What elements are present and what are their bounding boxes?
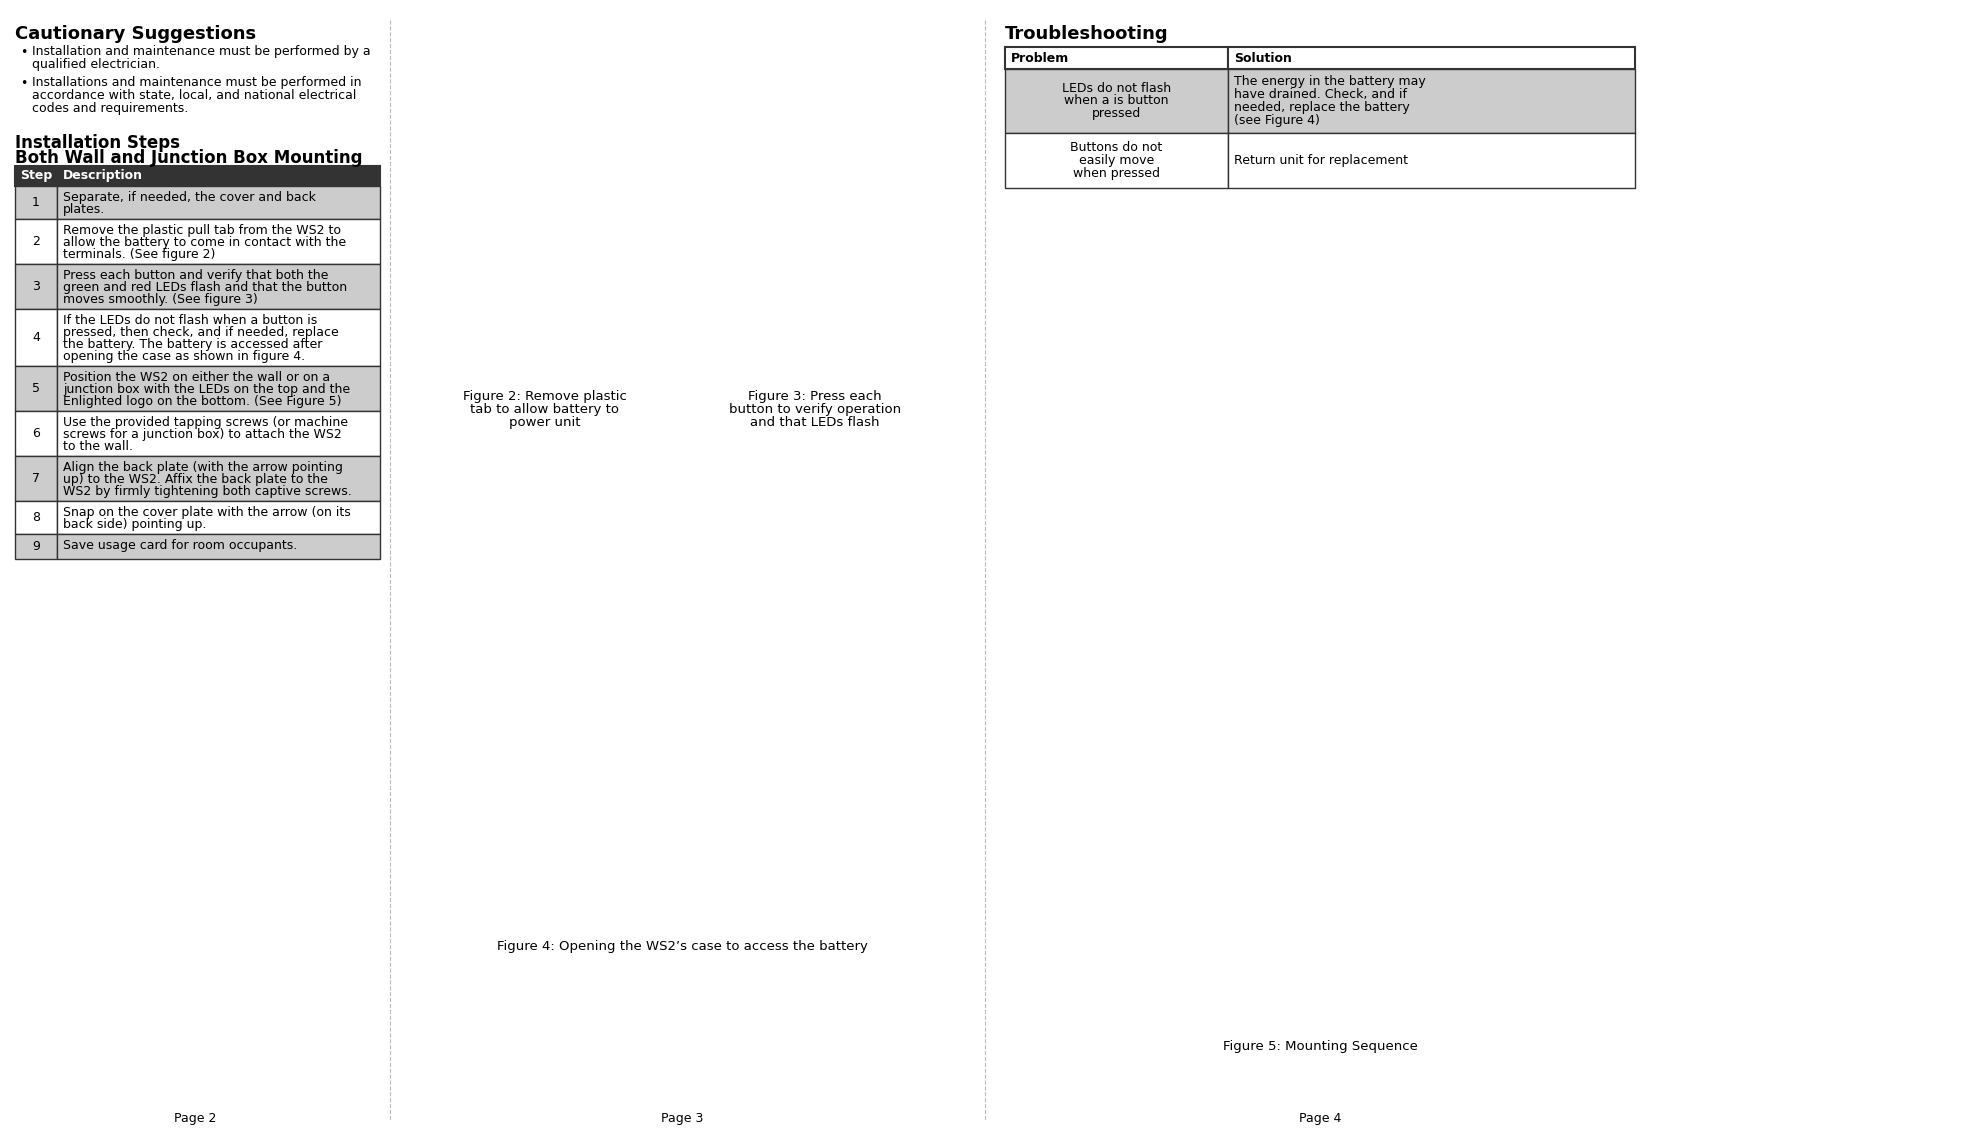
Bar [16, 412, 57, 456]
Text: 8: 8 [32, 511, 40, 524]
Bar [16, 456, 57, 500]
Text: 6: 6 [32, 428, 40, 440]
Text: •: • [20, 46, 28, 59]
Text: screws for a junction box) to attach the WS2: screws for a junction box) to attach the… [63, 428, 343, 441]
Text: 1: 1 [32, 196, 40, 209]
Text: button to verify operation: button to verify operation [729, 404, 901, 416]
Text: green and red LEDs flash and that the button: green and red LEDs flash and that the bu… [63, 280, 346, 294]
Bar [1006, 47, 1228, 70]
Bar [57, 186, 380, 219]
Text: 4: 4 [32, 331, 40, 344]
Text: 9: 9 [32, 540, 40, 553]
Text: 3: 3 [32, 280, 40, 293]
Text: up) to the WS2. Affix the back plate to the: up) to the WS2. Affix the back plate to … [63, 473, 329, 486]
Bar [1228, 133, 1635, 188]
Text: Use the provided tapping screws (or machine: Use the provided tapping screws (or mach… [63, 416, 348, 429]
Text: •: • [20, 78, 28, 90]
Text: 5: 5 [32, 382, 40, 394]
Text: Page 4: Page 4 [1299, 1112, 1340, 1125]
Text: WS2 by firmly tightening both captive screws.: WS2 by firmly tightening both captive sc… [63, 484, 352, 498]
Text: Solution: Solution [1234, 51, 1291, 65]
Text: Cautionary Suggestions: Cautionary Suggestions [16, 25, 255, 43]
Text: to the wall.: to the wall. [63, 440, 133, 453]
Text: Figure 2: Remove plastic: Figure 2: Remove plastic [463, 390, 628, 404]
Text: qualified electrician.: qualified electrician. [32, 58, 160, 71]
Text: Position the WS2 on either the wall or on a: Position the WS2 on either the wall or o… [63, 370, 331, 384]
Bar [1228, 47, 1635, 70]
Bar [57, 534, 380, 559]
Text: Troubleshooting: Troubleshooting [1006, 25, 1168, 43]
Text: Page 3: Page 3 [661, 1112, 703, 1125]
Text: Installation Steps: Installation Steps [16, 135, 180, 152]
Text: Both Wall and Junction Box Mounting: Both Wall and Junction Box Mounting [16, 149, 362, 166]
Bar [16, 264, 57, 309]
Text: pressed: pressed [1091, 107, 1140, 121]
Text: Problem: Problem [1012, 51, 1069, 65]
Text: Page 2: Page 2 [174, 1112, 216, 1125]
Text: Installations and maintenance must be performed in: Installations and maintenance must be pe… [32, 76, 362, 89]
Bar [1006, 133, 1228, 188]
Text: Figure 5: Mounting Sequence: Figure 5: Mounting Sequence [1222, 1040, 1418, 1053]
Text: (see Figure 4): (see Figure 4) [1234, 114, 1321, 127]
Text: codes and requirements.: codes and requirements. [32, 101, 188, 115]
Text: allow the battery to come in contact with the: allow the battery to come in contact wit… [63, 236, 346, 249]
Text: moves smoothly. (See figure 3): moves smoothly. (See figure 3) [63, 293, 257, 306]
Bar [16, 500, 57, 534]
Bar [57, 412, 380, 456]
Text: opening the case as shown in figure 4.: opening the case as shown in figure 4. [63, 350, 305, 363]
Text: Press each button and verify that both the: Press each button and verify that both t… [63, 269, 329, 282]
Bar [57, 456, 380, 500]
Text: Step: Step [20, 170, 51, 182]
Text: Separate, if needed, the cover and back: Separate, if needed, the cover and back [63, 192, 317, 204]
Text: Remove the plastic pull tab from the WS2 to: Remove the plastic pull tab from the WS2… [63, 223, 341, 237]
Text: Save usage card for room occupants.: Save usage card for room occupants. [63, 539, 297, 552]
Bar [57, 500, 380, 534]
Text: Align the back plate (with the arrow pointing: Align the back plate (with the arrow poi… [63, 461, 343, 474]
Bar [57, 166, 380, 186]
Bar [16, 219, 57, 264]
Text: needed, replace the battery: needed, replace the battery [1234, 101, 1410, 114]
Bar [16, 186, 57, 219]
Text: the battery. The battery is accessed after: the battery. The battery is accessed aft… [63, 337, 323, 351]
Text: pressed, then check, and if needed, replace: pressed, then check, and if needed, repl… [63, 326, 339, 339]
Text: easily move: easily move [1079, 154, 1154, 166]
Bar [16, 534, 57, 559]
Text: Figure 3: Press each: Figure 3: Press each [748, 390, 881, 404]
Text: when pressed: when pressed [1073, 166, 1160, 180]
Text: have drained. Check, and if: have drained. Check, and if [1234, 88, 1408, 101]
Text: accordance with state, local, and national electrical: accordance with state, local, and nation… [32, 89, 356, 101]
Text: tab to allow battery to: tab to allow battery to [471, 404, 620, 416]
Bar [16, 366, 57, 412]
Bar [57, 366, 380, 412]
Text: Buttons do not: Buttons do not [1071, 141, 1162, 154]
Bar [57, 309, 380, 366]
Bar [57, 264, 380, 309]
Text: Enlighted logo on the bottom. (See Figure 5): Enlighted logo on the bottom. (See Figur… [63, 394, 341, 408]
Text: terminals. (See figure 2): terminals. (See figure 2) [63, 249, 216, 261]
Bar [57, 219, 380, 264]
Text: when a is button: when a is button [1065, 95, 1168, 107]
Bar [1228, 70, 1635, 133]
Text: Snap on the cover plate with the arrow (on its: Snap on the cover plate with the arrow (… [63, 506, 350, 519]
Text: power unit: power unit [509, 416, 580, 429]
Text: junction box with the LEDs on the top and the: junction box with the LEDs on the top an… [63, 383, 350, 396]
Bar [1006, 70, 1228, 133]
Text: The energy in the battery may: The energy in the battery may [1234, 75, 1426, 88]
Text: If the LEDs do not flash when a button is: If the LEDs do not flash when a button i… [63, 314, 317, 327]
Text: LEDs do not flash: LEDs do not flash [1061, 81, 1170, 95]
Text: 7: 7 [32, 472, 40, 484]
Text: Return unit for replacement: Return unit for replacement [1234, 154, 1408, 166]
Text: plates.: plates. [63, 203, 105, 215]
Text: 2: 2 [32, 235, 40, 249]
Bar [16, 166, 57, 186]
Bar [16, 309, 57, 366]
Text: back side) pointing up.: back side) pointing up. [63, 518, 206, 531]
Text: and that LEDs flash: and that LEDs flash [750, 416, 879, 429]
Text: Figure 4: Opening the WS2’s case to access the battery: Figure 4: Opening the WS2’s case to acce… [497, 940, 867, 953]
Text: Description: Description [63, 170, 143, 182]
Text: Installation and maintenance must be performed by a: Installation and maintenance must be per… [32, 44, 370, 58]
